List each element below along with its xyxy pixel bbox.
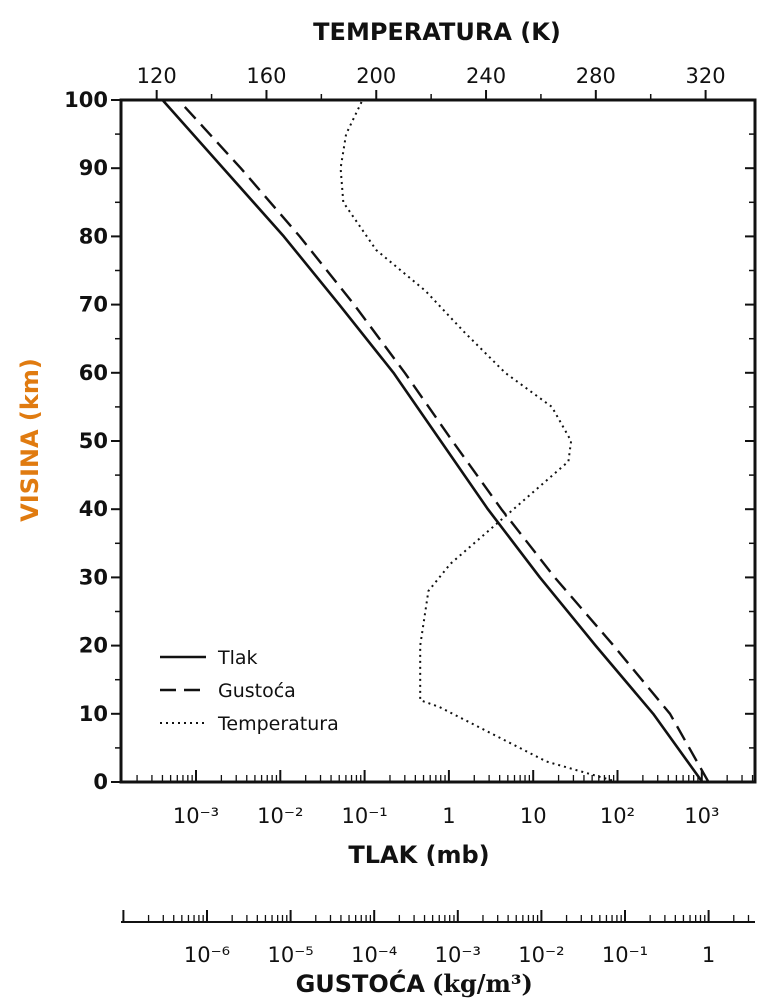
bottom-tick-label: 10⁻¹ bbox=[341, 804, 387, 828]
bottom-tick-label: 10² bbox=[600, 804, 635, 828]
left-tick-label: 40 bbox=[79, 497, 108, 521]
left-tick-label: 80 bbox=[79, 224, 108, 248]
left-tick-label: 50 bbox=[79, 429, 108, 453]
left-axis-title: VISINA (km) bbox=[16, 358, 44, 522]
bottom-tick-label: 10 bbox=[520, 804, 547, 828]
series-line-temperatura bbox=[339, 99, 619, 783]
top-tick-label: 200 bbox=[356, 64, 396, 88]
top-tick-label: 160 bbox=[246, 64, 286, 88]
legend: Tlak Gustoća Temperatura bbox=[160, 647, 339, 735]
legend-label: Gustoća bbox=[218, 680, 296, 702]
legend-label: Temperatura bbox=[217, 713, 339, 735]
density-tick-label: 1 bbox=[702, 943, 715, 967]
left-tick-label: 30 bbox=[79, 565, 108, 589]
density-axis-unit: (kg/m³) bbox=[432, 969, 533, 998]
bottom-tick-label: 10⁻² bbox=[257, 804, 303, 828]
left-tick-label: 0 bbox=[93, 770, 108, 794]
bottom-axis-title: TLAK (mb) bbox=[348, 841, 489, 869]
left-tick-label: 60 bbox=[79, 361, 108, 385]
density-tick-label: 10⁻⁶ bbox=[184, 943, 230, 967]
top-tick-label: 240 bbox=[466, 64, 506, 88]
density-tick-label: 10⁻² bbox=[518, 943, 564, 967]
bottom-tick-label: 1 bbox=[442, 804, 455, 828]
top-tick-label: 320 bbox=[686, 64, 726, 88]
left-tick-label: 20 bbox=[79, 634, 108, 658]
top-tick-label: 280 bbox=[576, 64, 616, 88]
left-tick-label: 10 bbox=[79, 702, 108, 726]
plot-frame bbox=[119, 98, 757, 784]
bottom-tick-label: 10³ bbox=[684, 804, 719, 828]
legend-label: Tlak bbox=[217, 647, 258, 669]
left-tick-label: 100 bbox=[64, 88, 108, 112]
bottom-tick-label: 10⁻³ bbox=[173, 804, 219, 828]
top-axis-title: TEMPERATURA (K) bbox=[313, 18, 561, 46]
top-tick-label: 120 bbox=[137, 64, 177, 88]
series-line-tlak bbox=[161, 99, 704, 783]
density-tick-label: 10⁻⁴ bbox=[351, 943, 397, 967]
density-axis-title: GUSTOĆA bbox=[296, 968, 426, 998]
bottom-axis-ticks: 10⁻³ 10⁻² 10⁻¹ 1 10 10² 10³ bbox=[136, 770, 754, 828]
density-tick-label: 10⁻⁵ bbox=[267, 943, 313, 967]
left-axis-ticks: 0 10 20 30 40 50 60 70 80 90 100 bbox=[64, 88, 755, 794]
left-tick-label: 70 bbox=[79, 293, 108, 317]
density-axis-ticks: 10⁻⁶ 10⁻⁵ 10⁻⁴ 10⁻³ 10⁻² 10⁻¹ 1 bbox=[122, 910, 750, 967]
density-tick-label: 10⁻¹ bbox=[602, 943, 648, 967]
series-layer bbox=[161, 99, 710, 783]
left-tick-label: 90 bbox=[79, 156, 108, 180]
top-axis-ticks: 120 160 200 240 280 320 bbox=[137, 64, 726, 100]
density-tick-label: 10⁻³ bbox=[435, 943, 481, 967]
